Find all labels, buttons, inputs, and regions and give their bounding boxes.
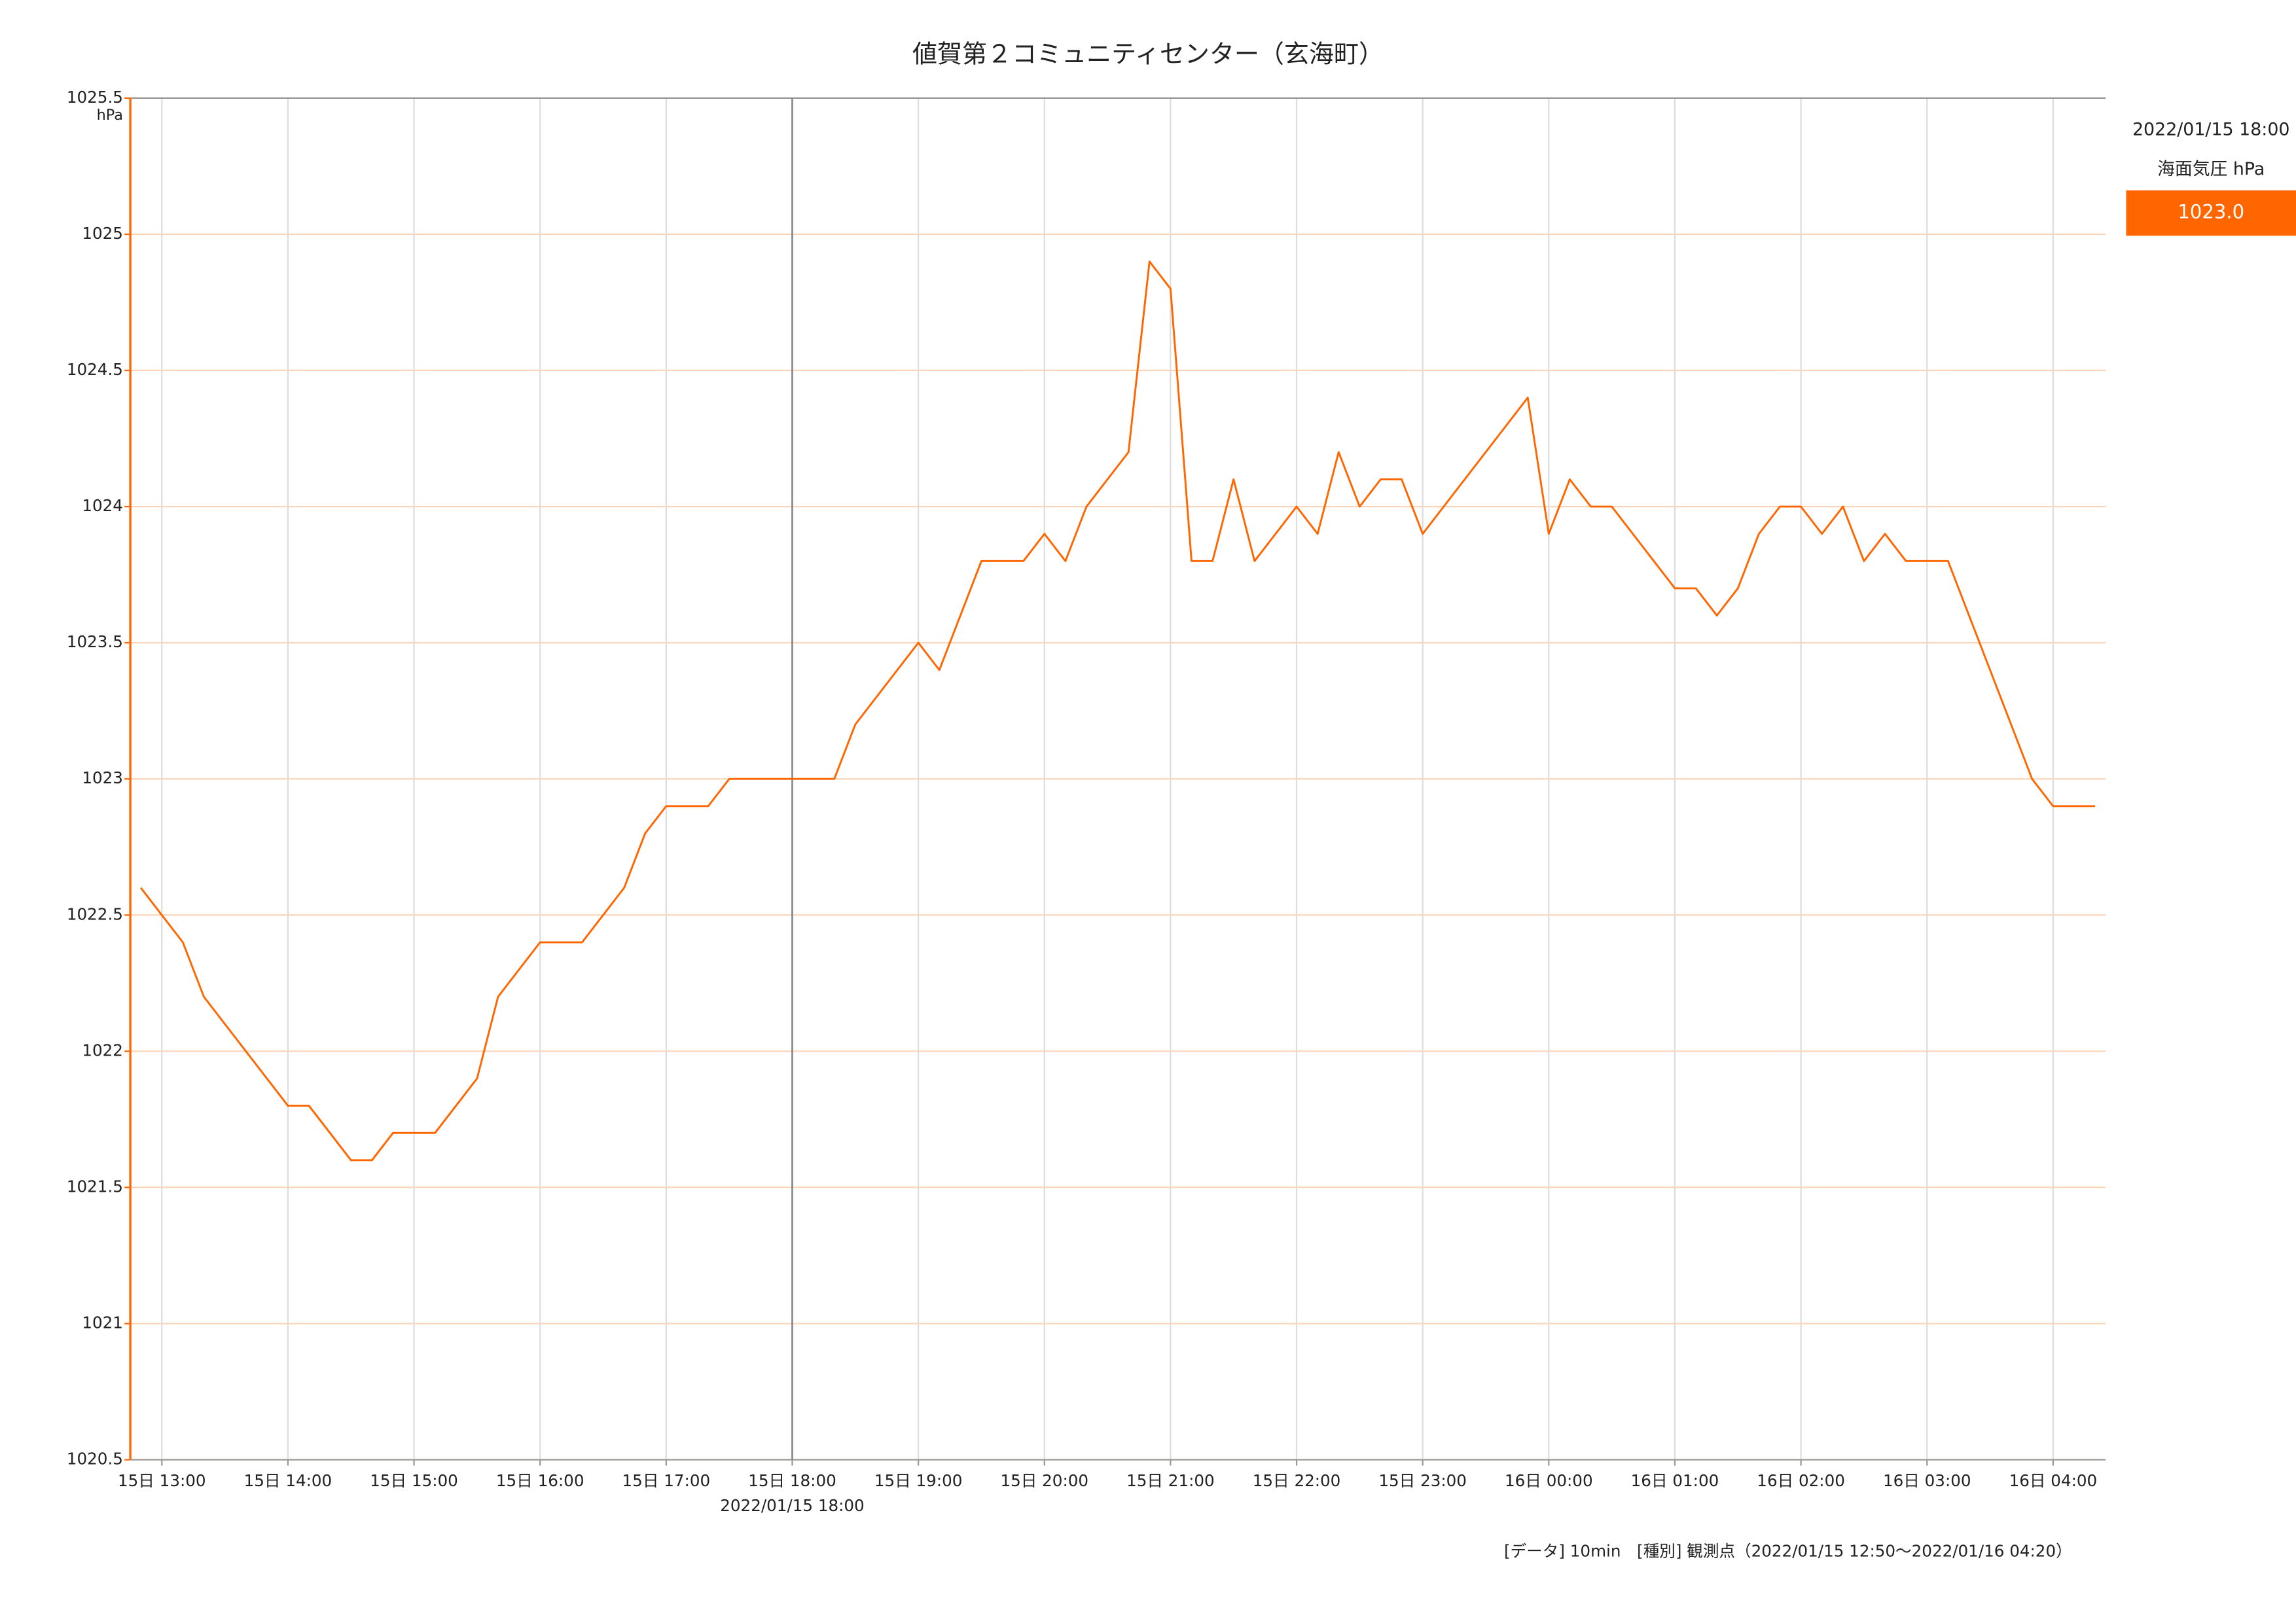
x-tick-label: 15日 21:00 [1126,1471,1215,1490]
panel-series-name: 海面気圧 hPa [2157,159,2265,179]
footer-note: [データ] 10min [種別] 観測点（2022/01/15 12:50〜20… [1504,1541,2072,1560]
y-tick-label: 1025.5 [67,88,123,107]
x-tick-label: 15日 18:00 [748,1471,836,1490]
x-tick-label: 15日 14:00 [244,1471,332,1490]
x-tick-label: 15日 22:00 [1253,1471,1341,1490]
x-tick-label: 16日 04:00 [2009,1471,2098,1490]
y-tick-label: 1025 [82,224,123,243]
y-tick-label: 1020.5 [67,1450,123,1469]
x-tick-label: 15日 20:00 [1000,1471,1088,1490]
x-tick-label: 16日 00:00 [1505,1471,1593,1490]
panel-value-box [2126,190,2296,236]
chart-title: 値賀第２コミュニティセンター（玄海町） [912,40,1384,69]
series-line [140,260,2096,1162]
x-tick-label: 16日 02:00 [1757,1471,1845,1490]
y-tick-label: 1021.5 [67,1177,123,1196]
y-tick-label: 1023.5 [67,632,123,651]
panel-value: 1023.0 [2178,201,2244,223]
x-tick-label: 15日 19:00 [874,1471,963,1490]
x-tick-label: 15日 23:00 [1378,1471,1467,1490]
panel-time: 2022/01/15 18:00 [2132,120,2289,140]
y-tick-label: 1024.5 [67,360,123,379]
y-tick-label: 1023 [82,768,123,787]
y-tick-label: 1024 [82,496,123,515]
x-tick-label: 15日 17:00 [622,1471,711,1490]
y-tick-label: 1021 [82,1313,123,1332]
x-tick-label: 16日 01:00 [1631,1471,1719,1490]
y-unit: hPa [97,107,123,124]
x-tick-label: 16日 03:00 [1883,1471,1971,1490]
x-tick-label: 15日 15:00 [370,1471,458,1490]
y-tick-label: 1022.5 [67,904,123,923]
y-tick-label: 1022 [82,1041,123,1060]
cursor-label: 2022/01/15 18:00 [720,1496,864,1515]
x-tick-label: 15日 16:00 [496,1471,584,1490]
x-tick-label: 15日 13:00 [118,1471,206,1490]
